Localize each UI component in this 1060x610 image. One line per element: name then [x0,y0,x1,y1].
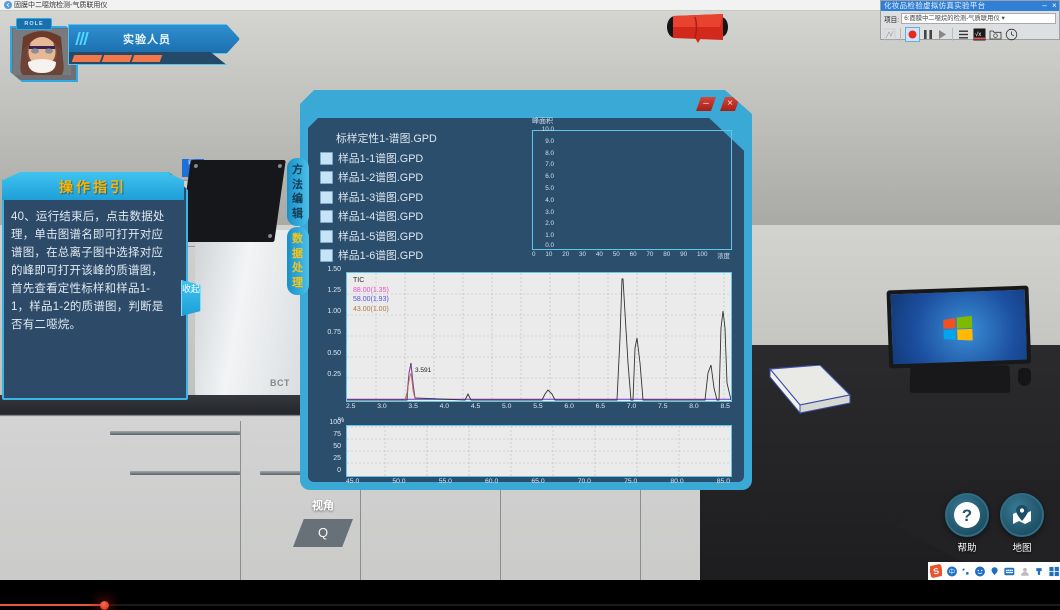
svg-text:√x: √x [975,31,981,38]
svg-text:中: 中 [949,568,955,576]
svg-text:?: ? [962,506,972,525]
